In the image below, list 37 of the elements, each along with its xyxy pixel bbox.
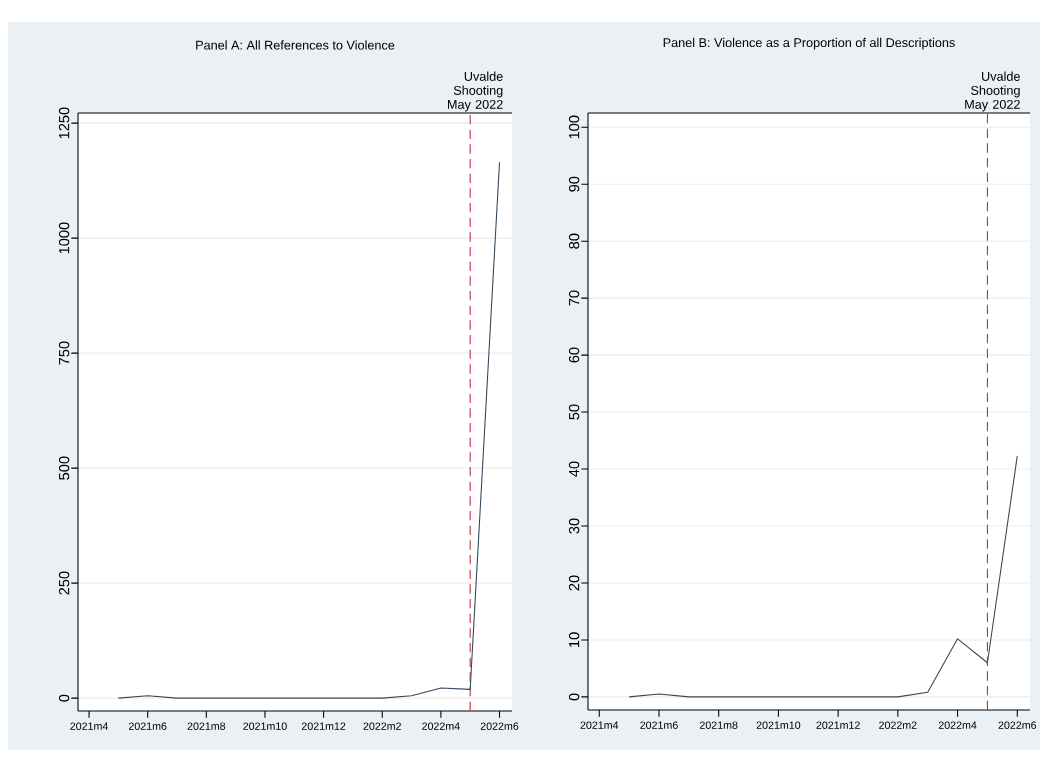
x-tick-label: 2022m6	[480, 722, 519, 730]
y-tick-label: 0	[568, 693, 580, 701]
y-tick-label: 250	[58, 571, 70, 595]
ref-line-label: Uvalde Shooting May 2022	[965, 71, 1020, 112]
y-tick-label: 80	[568, 233, 580, 249]
x-tick-label: 2021m6	[128, 722, 167, 730]
y-tick-label: 500	[58, 456, 70, 480]
x-tick-label: 2021m10	[243, 722, 287, 730]
x-tick-label: 2022m2	[879, 721, 917, 729]
y-tick-label: 40	[568, 461, 580, 477]
x-tick-label: 2022m4	[422, 722, 460, 730]
x-tick-label: 2021m8	[699, 721, 738, 729]
x-tick-label: 2021m4	[580, 721, 619, 729]
y-tick-label: 70	[568, 290, 580, 306]
x-tick-label: 2021m8	[187, 722, 226, 730]
x-tick-label: 2021m6	[640, 721, 678, 729]
y-tick-label: 750	[58, 341, 70, 365]
y-tick-label: 100	[568, 115, 580, 139]
y-tick-label: 50	[568, 404, 580, 420]
chart-title: Panel B: Violence as a Proportion of all Descriptions	[663, 37, 955, 50]
chart-title: Panel A: All References to Violence	[196, 40, 395, 50]
y-tick-label: 0	[58, 694, 70, 702]
y-tick-label: 60	[568, 347, 580, 363]
ref-line-label: Uvalde Shooting May 2022	[447, 71, 503, 112]
x-tick-label: 2021m12	[301, 722, 346, 730]
y-tick-label: 1250	[58, 107, 70, 139]
y-tick-label: 30	[568, 518, 580, 534]
y-tick-label: 90	[568, 176, 580, 192]
y-tick-label: 1000	[58, 222, 70, 254]
y-tick-label: 10	[568, 632, 580, 647]
y-tick-label: 20	[568, 575, 580, 591]
x-tick-label: 2021m12	[816, 721, 860, 729]
x-tick-label: 2021m10	[756, 721, 801, 729]
x-tick-label: 2022m6	[998, 721, 1037, 729]
x-tick-label: 2022m2	[363, 722, 401, 730]
x-tick-label: 2022m4	[938, 721, 977, 729]
x-tick-label: 2021m4	[70, 722, 109, 730]
